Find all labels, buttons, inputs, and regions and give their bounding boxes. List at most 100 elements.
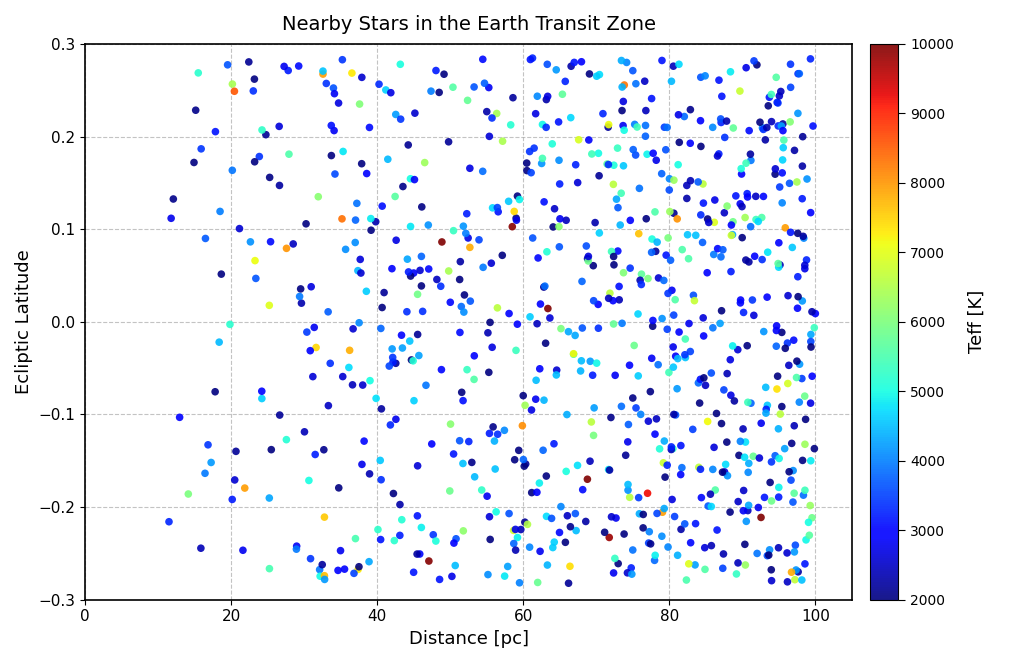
- Point: [694, 237, 711, 248]
- Point: [254, 393, 270, 404]
- Point: [234, 545, 251, 556]
- Point: [681, 558, 697, 569]
- Point: [531, 363, 548, 374]
- Point: [771, 91, 787, 101]
- Point: [581, 135, 597, 145]
- Point: [647, 246, 664, 257]
- Point: [746, 251, 763, 262]
- Point: [792, 68, 808, 79]
- Point: [739, 397, 756, 408]
- Point: [293, 284, 309, 294]
- Point: [590, 299, 606, 310]
- Point: [775, 135, 792, 145]
- Point: [227, 446, 244, 457]
- Point: [542, 313, 558, 324]
- Point: [719, 116, 735, 127]
- Point: [281, 149, 297, 160]
- Point: [539, 59, 555, 70]
- Point: [507, 454, 523, 465]
- Point: [615, 267, 632, 278]
- Point: [614, 82, 631, 92]
- Point: [386, 535, 402, 546]
- Point: [515, 454, 531, 465]
- Point: [580, 253, 596, 264]
- Point: [776, 444, 793, 454]
- Point: [760, 101, 776, 111]
- Point: [742, 149, 759, 160]
- Point: [806, 444, 822, 454]
- Point: [691, 398, 708, 408]
- Point: [719, 437, 735, 448]
- Point: [596, 527, 612, 538]
- Point: [384, 263, 400, 274]
- Point: [722, 507, 738, 517]
- Point: [801, 517, 817, 528]
- Point: [796, 233, 812, 243]
- Point: [521, 147, 538, 157]
- Point: [226, 86, 243, 97]
- Point: [464, 457, 480, 467]
- Point: [706, 249, 722, 260]
- Point: [376, 287, 392, 298]
- Point: [409, 549, 425, 560]
- Point: [467, 471, 483, 482]
- Point: [615, 96, 632, 107]
- Point: [563, 61, 580, 72]
- Point: [712, 318, 728, 329]
- Point: [724, 229, 740, 240]
- Point: [673, 524, 689, 534]
- Point: [696, 564, 713, 575]
- Point: [613, 105, 630, 116]
- Point: [767, 164, 783, 174]
- Point: [695, 198, 712, 208]
- Point: [280, 65, 296, 76]
- Point: [779, 378, 796, 389]
- Point: [716, 549, 732, 560]
- Point: [457, 290, 473, 300]
- Point: [601, 532, 617, 543]
- Point: [609, 202, 626, 213]
- Point: [331, 97, 347, 108]
- Point: [749, 548, 765, 559]
- Point: [610, 558, 627, 569]
- Point: [180, 489, 197, 499]
- Point: [787, 565, 804, 575]
- Point: [531, 478, 548, 489]
- Point: [732, 298, 749, 308]
- Point: [347, 533, 364, 544]
- Point: [699, 267, 716, 278]
- Point: [738, 516, 755, 526]
- Point: [621, 419, 637, 430]
- Point: [659, 122, 676, 133]
- Point: [574, 485, 591, 495]
- Point: [324, 120, 340, 131]
- Point: [402, 271, 419, 281]
- Point: [527, 109, 544, 119]
- Point: [729, 344, 745, 355]
- Point: [302, 345, 318, 356]
- Point: [517, 459, 534, 469]
- Point: [677, 349, 693, 360]
- Point: [741, 125, 758, 136]
- Point: [341, 345, 357, 355]
- Point: [321, 400, 337, 411]
- Point: [570, 135, 587, 145]
- Point: [732, 436, 749, 447]
- Point: [535, 119, 551, 130]
- Point: [687, 518, 703, 529]
- Point: [591, 69, 607, 80]
- Point: [482, 317, 499, 328]
- Point: [653, 531, 670, 542]
- Point: [622, 360, 638, 371]
- Point: [371, 79, 387, 90]
- Point: [565, 349, 582, 359]
- Point: [790, 228, 806, 239]
- Point: [626, 340, 642, 351]
- Point: [279, 243, 295, 254]
- Point: [219, 60, 236, 70]
- Point: [434, 237, 451, 247]
- Point: [625, 66, 641, 76]
- Point: [501, 509, 517, 519]
- Point: [656, 503, 673, 514]
- Point: [730, 558, 746, 568]
